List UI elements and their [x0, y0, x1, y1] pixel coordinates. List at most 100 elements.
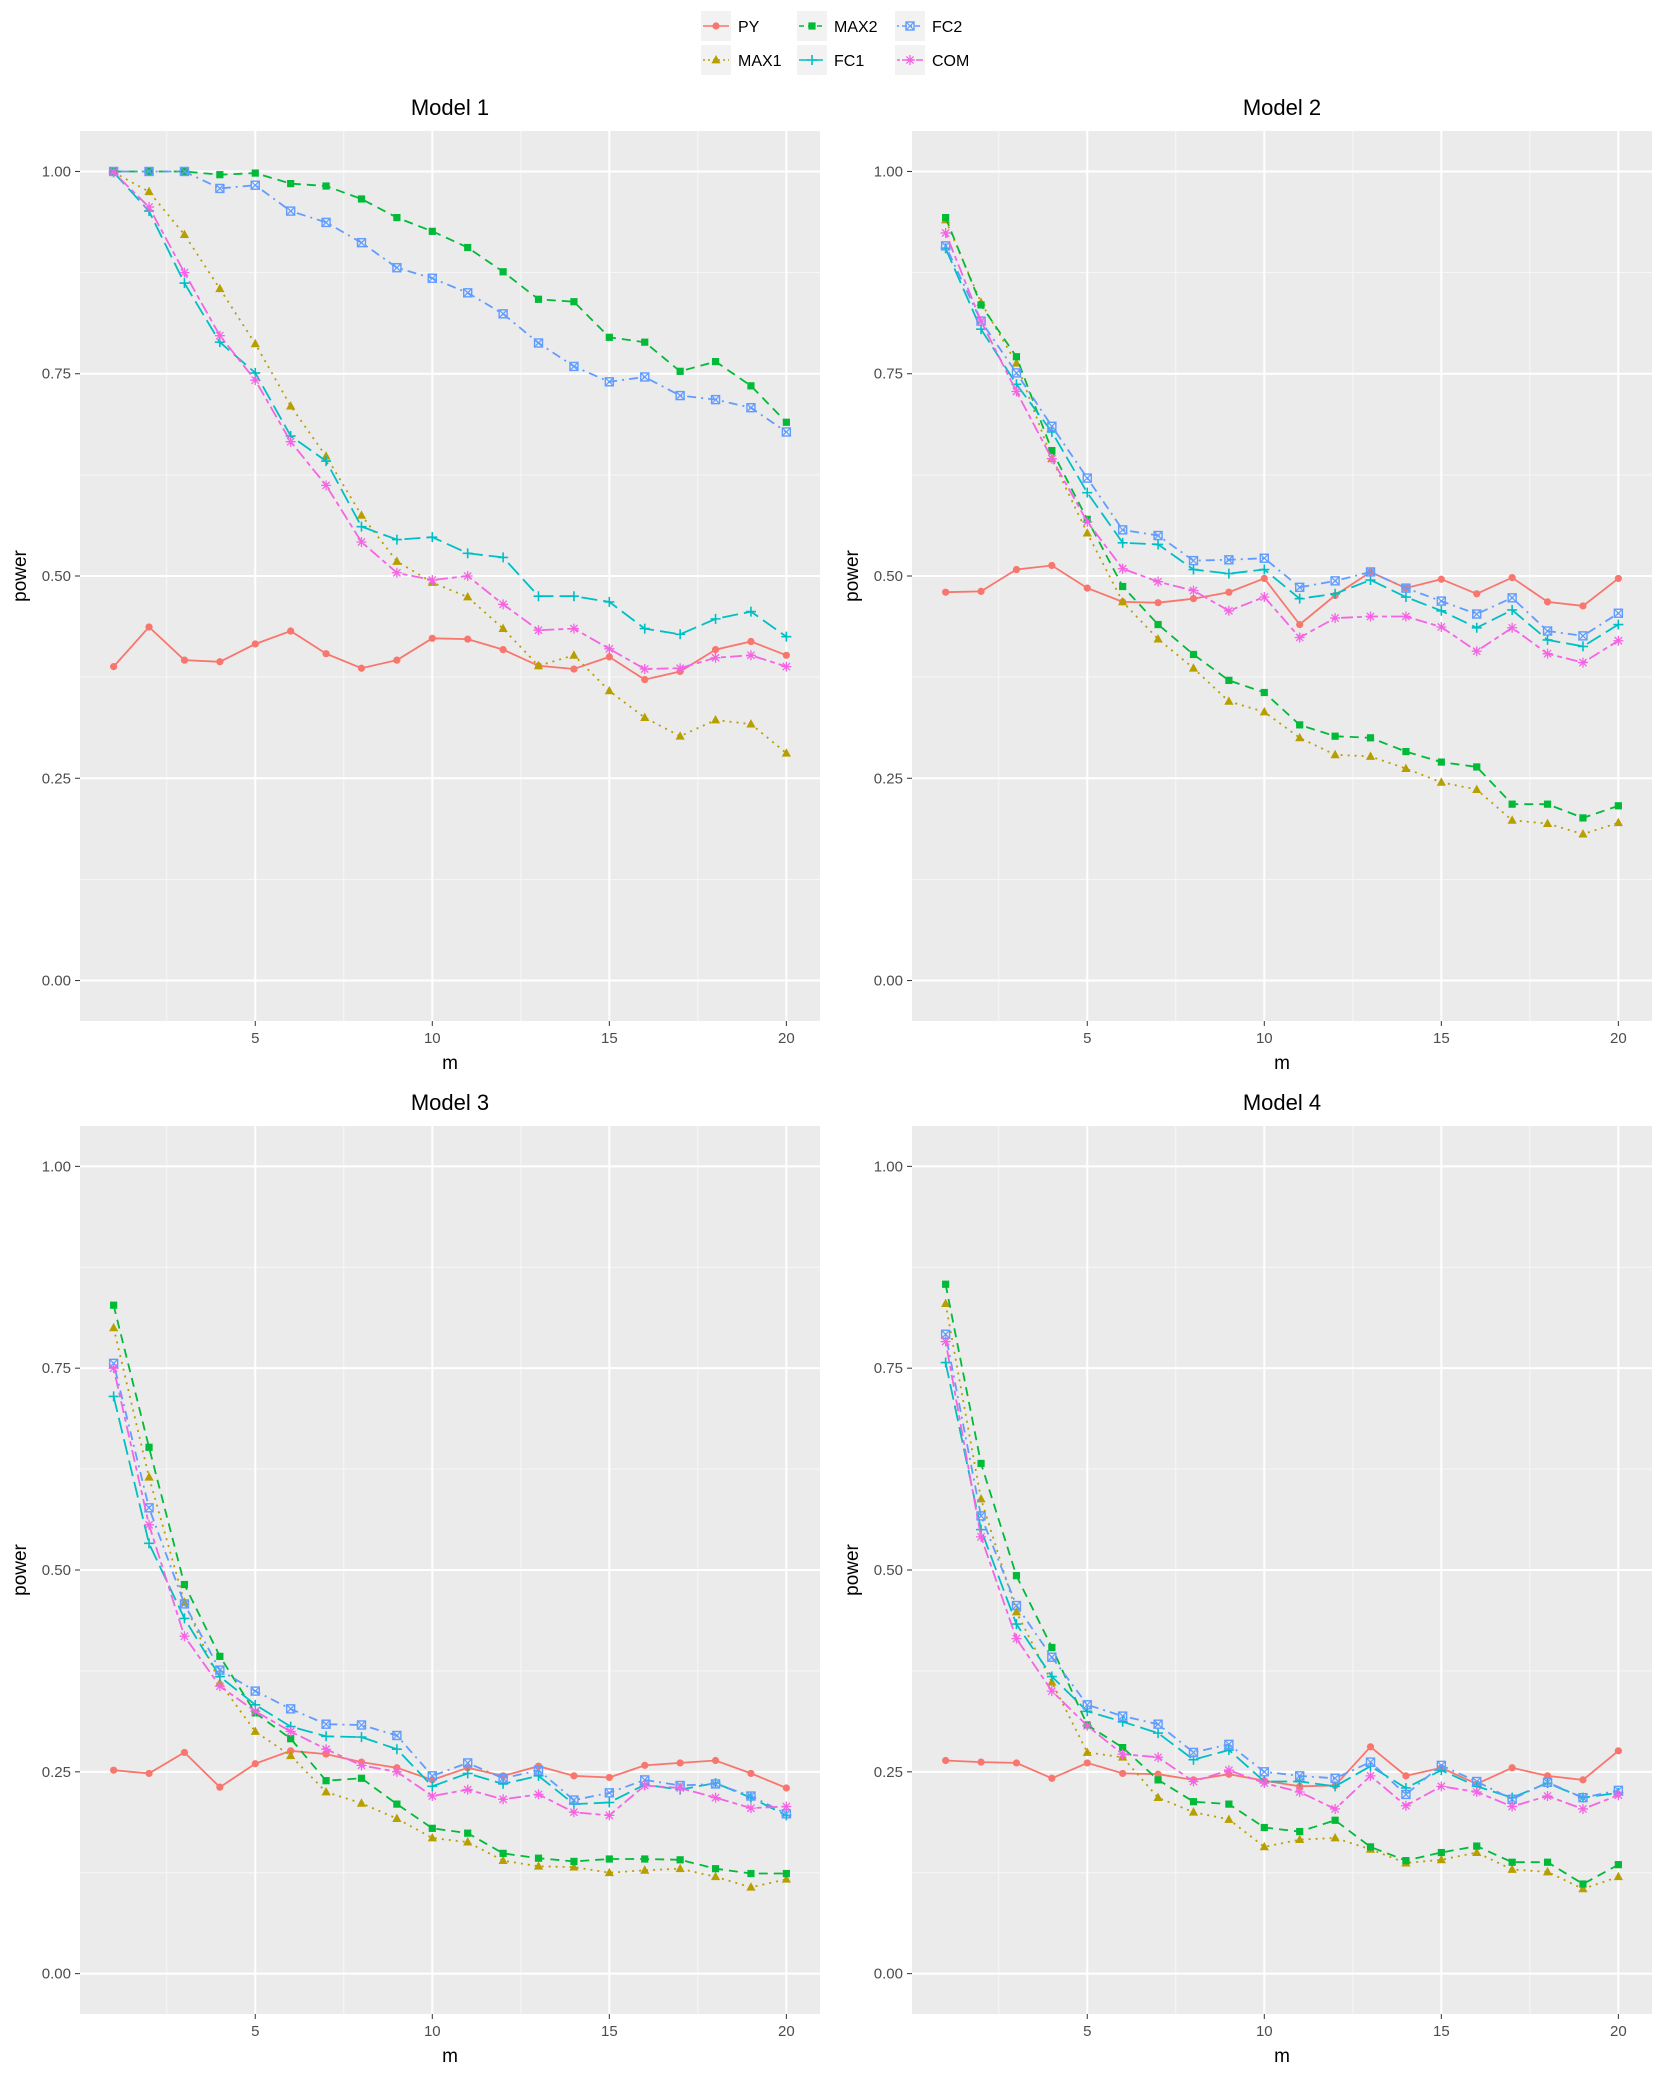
data-point-com [1153, 1752, 1164, 1763]
data-point-fc1 [675, 629, 686, 640]
data-point-py [145, 1769, 153, 1778]
data-point-py [180, 1748, 189, 1757]
data-point-fc2 [1224, 1739, 1234, 1750]
series-line-py [113, 1749, 787, 1789]
data-point-fc1 [1046, 426, 1057, 437]
legend-marker-py [712, 22, 720, 30]
data-point-fc2 [640, 372, 650, 382]
data-point-fc2 [144, 166, 154, 177]
data-point-com [462, 1784, 473, 1795]
data-point-fc1 [1153, 539, 1164, 550]
data-point-com [639, 664, 650, 675]
data-point-max2 [1579, 814, 1587, 822]
data-point-fc1 [533, 1770, 544, 1781]
data-point-py [1614, 1747, 1622, 1755]
data-point-max1 [498, 623, 508, 632]
data-point-max1 [286, 1750, 296, 1760]
data-point-com [1400, 1800, 1411, 1811]
data-point-fc1 [568, 591, 579, 602]
data-point-max2 [977, 301, 985, 309]
data-point-max2 [216, 171, 224, 179]
x-tick-label: 20 [778, 2023, 795, 2040]
data-point-max1 [250, 1726, 260, 1735]
data-point-max1 [1401, 763, 1411, 772]
data-point-max1 [356, 1798, 367, 1807]
data-point-max1 [1436, 777, 1446, 786]
data-point-fc2 [1117, 1711, 1128, 1721]
data-point-fc2 [427, 1771, 437, 1781]
data-point-max1 [1330, 749, 1340, 759]
series-com [108, 1363, 792, 1821]
data-point-max1 [1153, 1792, 1163, 1802]
data-point-com [604, 1810, 615, 1821]
x-tick-label: 15 [1433, 2023, 1450, 2040]
data-point-fc1 [710, 613, 721, 624]
series-line-py [945, 1745, 1619, 1788]
data-point-fc2 [1188, 1747, 1199, 1758]
series-fc2 [940, 1329, 1624, 1804]
data-point-max2 [1473, 763, 1481, 771]
data-point-max2 [322, 182, 330, 190]
data-point-fc2 [1542, 626, 1553, 636]
data-point-max2 [676, 1856, 684, 1864]
data-point-fc2 [604, 1788, 615, 1798]
data-point-fc2 [1401, 583, 1411, 593]
series-line-com [112, 1368, 787, 1817]
series-line-fc2 [944, 1334, 1619, 1801]
data-point-max1 [1082, 528, 1092, 537]
x-tick-label: 15 [601, 1030, 618, 1047]
data-point-fc2 [215, 1665, 225, 1675]
data-point-max2 [1296, 721, 1304, 729]
legend-marker-max2 [808, 22, 816, 30]
data-point-max2 [1543, 800, 1552, 808]
data-point-fc2 [1507, 593, 1517, 603]
data-point-com [1365, 1770, 1376, 1781]
data-point-py [605, 1773, 613, 1782]
data-point-max1 [675, 731, 685, 740]
data-point-fc1 [356, 1732, 367, 1743]
series-group [940, 1280, 1624, 1893]
data-point-max2 [1508, 1858, 1516, 1866]
data-point-fc2 [710, 1779, 721, 1789]
data-point-py [1048, 561, 1056, 570]
data-point-com [285, 436, 296, 447]
data-point-com [391, 567, 402, 578]
data-point-py [1012, 1759, 1021, 1767]
data-point-com [1507, 622, 1518, 633]
series-line-fc2 [112, 1363, 787, 1815]
data-point-fc2 [250, 180, 260, 190]
data-point-fc1 [462, 1768, 473, 1779]
data-point-py [711, 1756, 720, 1765]
x-tick-label: 5 [251, 2023, 259, 2040]
series-line-fc1 [112, 1396, 787, 1817]
data-point-fc2 [463, 1758, 473, 1768]
panel-model-2: 0.00 0.25 0.50 0.75 1.00 5 10 15 20 Model 2 m power [842, 95, 1652, 1074]
data-point-max2 [1012, 353, 1021, 361]
data-point-com [1259, 592, 1270, 603]
data-point-py [747, 637, 755, 646]
data-point-com [1330, 613, 1341, 624]
data-point-fc2 [1153, 1719, 1163, 1729]
data-point-fc1 [108, 1391, 119, 1402]
series-max1 [109, 167, 791, 757]
data-point-max1 [640, 712, 650, 721]
data-point-max1 [781, 1874, 791, 1883]
data-point-com [1542, 648, 1553, 659]
data-point-max2 [499, 1849, 507, 1857]
data-point-max1 [1259, 1841, 1269, 1851]
y-tick-label: 0.50 [874, 568, 903, 585]
data-point-max2 [711, 1865, 720, 1873]
data-point-fc1 [1365, 575, 1376, 586]
data-point-com [1223, 1765, 1234, 1776]
data-point-com [356, 1760, 367, 1771]
data-point-py [393, 656, 401, 664]
x-tick-label: 15 [1433, 1030, 1450, 1047]
data-point-max2 [1260, 1823, 1268, 1832]
data-point-max1 [1082, 1747, 1092, 1756]
data-point-max1 [710, 715, 721, 724]
data-point-com [1507, 1801, 1518, 1812]
data-point-fc2 [1295, 582, 1305, 593]
data-point-max1 [746, 719, 756, 728]
data-point-max1 [675, 1863, 685, 1873]
data-point-max1 [710, 1871, 721, 1881]
